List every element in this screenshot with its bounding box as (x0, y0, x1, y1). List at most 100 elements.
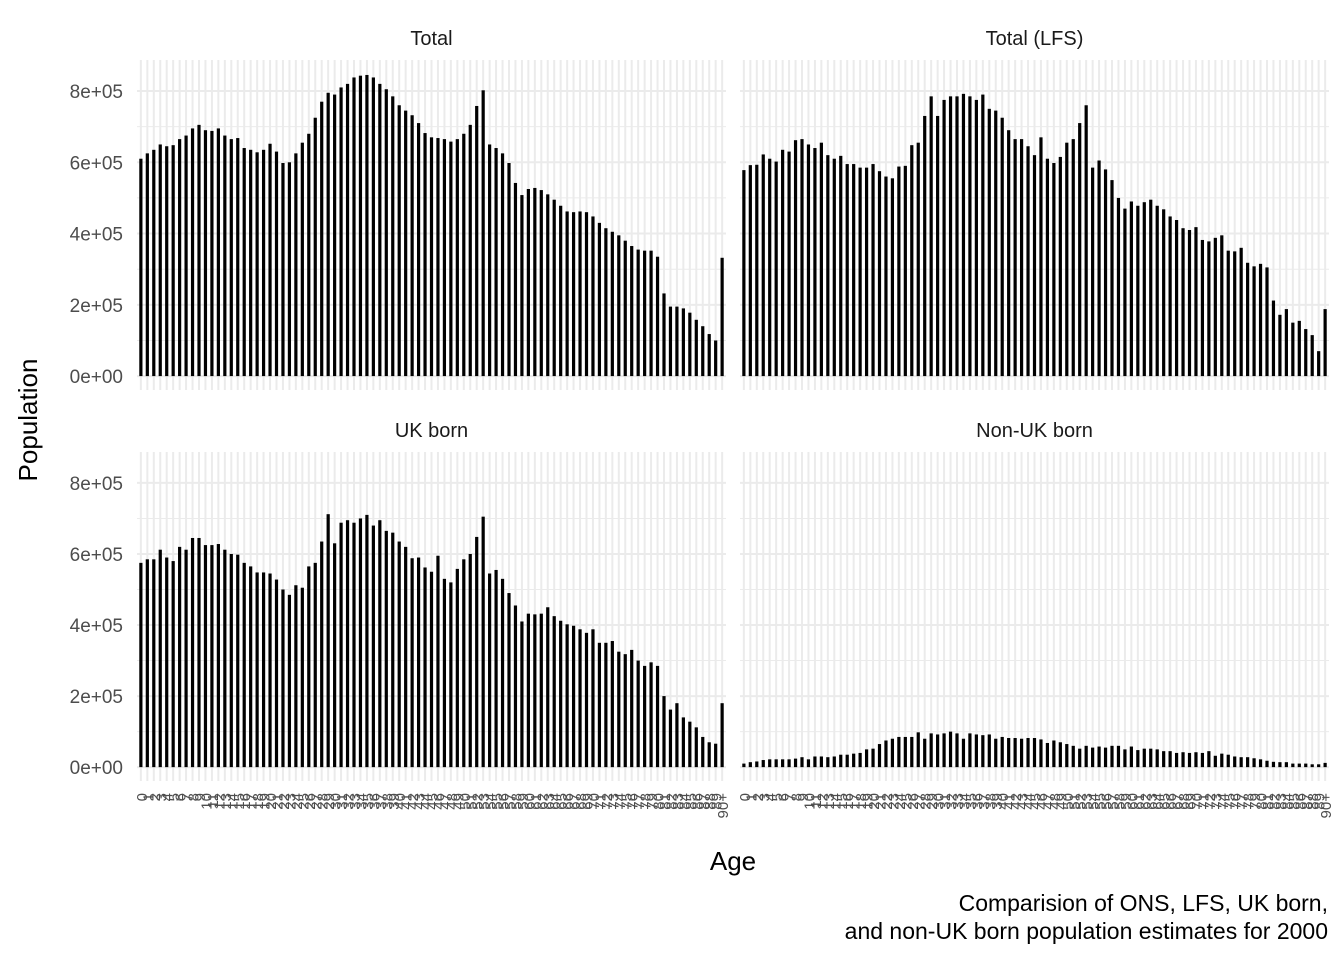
bar (249, 149, 253, 377)
bar (442, 139, 447, 377)
y-tick-label: 8e+05 (70, 82, 123, 103)
bar (617, 235, 621, 377)
bar (903, 736, 907, 768)
bar (1181, 752, 1185, 768)
bar (1065, 744, 1069, 768)
bar (533, 187, 537, 377)
bar (1129, 746, 1133, 768)
bar (339, 522, 343, 768)
bar (813, 756, 817, 768)
bar (929, 96, 933, 377)
bar (1310, 764, 1314, 768)
x-tick-label: 55 (1092, 793, 1109, 810)
bar (649, 662, 653, 768)
bar (916, 732, 920, 768)
x-tick-label: 86 (689, 793, 706, 810)
x-tick-label: 49 (1053, 793, 1070, 810)
bar (623, 654, 627, 768)
bar (936, 115, 940, 377)
bar (268, 573, 272, 768)
bar (468, 124, 472, 377)
x-tick-label: 17 (244, 793, 261, 810)
bar (781, 149, 785, 377)
x-tick-label: 1 (140, 793, 157, 801)
bar (1304, 329, 1308, 377)
bar (1284, 309, 1288, 377)
bar (890, 178, 895, 377)
bar (1136, 750, 1140, 768)
bar (1258, 263, 1263, 377)
x-tick-label: 12 (814, 793, 831, 810)
x-tick-label: 4 (763, 793, 780, 801)
bar (145, 559, 149, 768)
bar (994, 110, 998, 377)
bar (1065, 142, 1069, 377)
bar (1239, 247, 1243, 377)
bar (1000, 117, 1004, 377)
x-tick-label: 60 (1124, 793, 1141, 810)
bar (520, 621, 524, 768)
bar (513, 605, 518, 768)
x-tick-label: 5 (769, 793, 786, 801)
x-tick-label: 76 (625, 793, 642, 810)
bar (1110, 180, 1114, 377)
y-tick-label: 4e+05 (70, 616, 123, 637)
x-tick-label: 26 (905, 793, 922, 810)
x-tick-label: 0 (134, 793, 151, 801)
x-tick-label: 62 (534, 793, 551, 810)
x-tick-label: 65 (1157, 793, 1174, 810)
x-tick-label: 35 (963, 793, 980, 810)
bar (1097, 160, 1101, 377)
bar (1045, 158, 1050, 377)
bar (410, 558, 414, 768)
bar (839, 754, 843, 768)
bar (423, 133, 427, 377)
bar (165, 146, 169, 377)
bar (845, 754, 849, 768)
x-tick-label: 84 (1279, 793, 1296, 810)
bar (1149, 199, 1153, 377)
x-tick-label: 32 (944, 793, 961, 810)
x-tick-label: 40 (392, 793, 409, 810)
bar (987, 734, 991, 768)
bar (1116, 197, 1121, 377)
bar (520, 195, 524, 377)
bar (339, 87, 343, 377)
bar (255, 572, 259, 768)
bar (694, 727, 698, 768)
x-tick-label: 71 (592, 793, 609, 810)
x-tick-label: 50 (457, 793, 474, 810)
bar (281, 589, 285, 768)
bar (1039, 137, 1043, 377)
bar (617, 651, 621, 768)
bar (229, 139, 233, 377)
bar (1194, 227, 1198, 377)
bar (929, 733, 933, 768)
bar (429, 137, 434, 377)
bar (1162, 209, 1166, 377)
bar (410, 115, 414, 377)
x-tick-label: 16 (237, 793, 254, 810)
bar (1207, 241, 1211, 377)
x-tick-label: 68 (573, 793, 590, 810)
x-tick-label: 14 (224, 793, 241, 810)
bar (236, 138, 240, 377)
bar (604, 228, 608, 377)
y-axis-label: Population (13, 359, 43, 482)
bar (662, 293, 666, 377)
x-tick-label: 45 (1028, 793, 1045, 810)
bar (397, 541, 401, 768)
x-tick-label: 52 (1073, 793, 1090, 810)
bar (559, 620, 563, 768)
x-tick-label: 29 (321, 793, 338, 810)
x-tick-label: 79 (1247, 793, 1264, 810)
bar (591, 629, 595, 768)
bar (897, 736, 901, 768)
bar (694, 319, 698, 377)
bar (755, 761, 759, 768)
bar (1007, 738, 1011, 768)
bar (203, 130, 208, 377)
bar (475, 105, 479, 377)
x-tick-label: 46 (1034, 793, 1051, 810)
